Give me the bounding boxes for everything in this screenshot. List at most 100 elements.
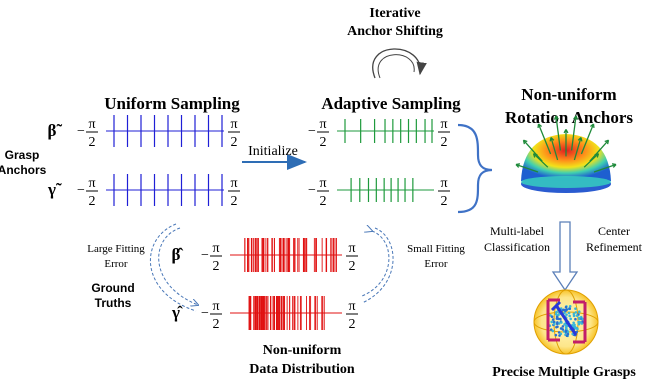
uniform-gamma-symbol: γ̃ bbox=[47, 180, 62, 199]
point-96 bbox=[567, 311, 571, 315]
point-116 bbox=[575, 314, 579, 317]
dome-arrow-11 bbox=[573, 137, 582, 161]
dome-arrowhead-3 bbox=[553, 115, 559, 120]
center-label-line1: Center bbox=[598, 224, 630, 238]
point-105 bbox=[568, 305, 572, 308]
point-51 bbox=[551, 318, 555, 321]
ground-truths-label-line1: Ground bbox=[91, 281, 134, 295]
uniform-sampling-title: Uniform Sampling bbox=[104, 94, 240, 113]
dome-arrowhead-8 bbox=[532, 153, 538, 158]
point-2 bbox=[568, 314, 571, 318]
point-117 bbox=[560, 321, 563, 324]
adaptive-gamma-left-pi: π bbox=[319, 176, 326, 191]
point-14 bbox=[577, 310, 581, 314]
ground-truths-label-line2: Truths bbox=[95, 296, 132, 310]
uniform-gamma-left-two: 2 bbox=[89, 194, 96, 209]
gt-beta-symbol: β̂ bbox=[172, 245, 184, 264]
point-103 bbox=[564, 305, 568, 309]
dome-arrow-5 bbox=[580, 123, 595, 155]
dome-arrowhead-9 bbox=[549, 137, 555, 142]
point-11 bbox=[577, 322, 581, 326]
point-66 bbox=[563, 311, 566, 315]
adaptive-beta-right-pi: π bbox=[440, 117, 447, 132]
dome-arrow-9 bbox=[550, 137, 559, 161]
dome-arrowhead-0 bbox=[515, 163, 521, 168]
point-68 bbox=[580, 322, 584, 325]
adaptive-beta-left-minus: − bbox=[308, 124, 316, 139]
dome-arrow-8 bbox=[533, 153, 549, 168]
dome-arrowhead-7 bbox=[611, 163, 617, 168]
rotation-anchors-title-line2: Rotation Anchors bbox=[505, 108, 633, 127]
adaptive-gamma-right-two: 2 bbox=[441, 194, 448, 209]
uniform-beta-right-two: 2 bbox=[231, 135, 238, 150]
point-50 bbox=[573, 323, 576, 327]
point-110 bbox=[561, 325, 565, 328]
initialize-label: Initialize bbox=[248, 144, 298, 159]
gt-gamma-right-pi: π bbox=[348, 299, 355, 314]
multilabel-label-line2: Classification bbox=[484, 240, 550, 254]
gt-beta-right-pi: π bbox=[348, 241, 355, 256]
dome-arrowhead-10 bbox=[563, 129, 569, 134]
iterative-loop-arrow bbox=[372, 48, 427, 79]
dome-arrowhead-5 bbox=[589, 123, 595, 129]
point-83 bbox=[574, 311, 578, 314]
dome-arrow-1 bbox=[523, 139, 543, 162]
large-fitting-error-line2: Error bbox=[104, 258, 128, 270]
point-114 bbox=[574, 307, 577, 310]
dome-arrowhead-12 bbox=[594, 153, 600, 158]
iterative-title-line1: Iterative bbox=[369, 6, 420, 21]
curly-bracket bbox=[457, 123, 493, 214]
point-97 bbox=[564, 329, 568, 333]
uniform-gamma-left-minus: − bbox=[77, 183, 85, 198]
point-23 bbox=[557, 331, 561, 334]
dome-arrowhead-2 bbox=[537, 123, 543, 129]
dome-arrow-7 bbox=[593, 163, 617, 173]
point-8 bbox=[569, 317, 573, 321]
point-35 bbox=[561, 328, 565, 331]
dome-arrow-0 bbox=[515, 163, 539, 173]
small-fitting-error-line1: Small Fitting bbox=[407, 243, 465, 255]
point-21 bbox=[559, 317, 562, 321]
gt-gamma-left-pi: π bbox=[212, 299, 219, 314]
point-30 bbox=[572, 314, 576, 318]
gt-beta-left-pi: π bbox=[212, 241, 219, 256]
down-hollow-arrow bbox=[551, 221, 579, 292]
point-90 bbox=[574, 317, 577, 321]
dome-arrow-6 bbox=[589, 139, 609, 162]
gt-gamma-left-two: 2 bbox=[213, 317, 220, 332]
point-46 bbox=[557, 313, 560, 317]
gt-gamma-symbol: γ̂ bbox=[171, 303, 183, 322]
dome-arrow-2 bbox=[537, 123, 552, 155]
rotation-anchors-title-line1: Non-uniform bbox=[521, 85, 616, 104]
precise-grasps-title: Precise Multiple Grasps bbox=[492, 365, 636, 380]
point-86 bbox=[566, 332, 570, 336]
point-84 bbox=[572, 321, 575, 325]
dome-arrow-3 bbox=[555, 115, 562, 151]
iterative-title-line2: Anchor Shifting bbox=[347, 24, 443, 39]
point-31 bbox=[564, 324, 568, 327]
adaptive-gamma-left-two: 2 bbox=[320, 194, 327, 209]
rotation-anchors-image bbox=[515, 115, 617, 193]
point-81 bbox=[551, 329, 555, 333]
large-fitting-error-line1: Large Fitting bbox=[87, 243, 145, 255]
uniform-beta-left-pi: π bbox=[88, 117, 95, 132]
adaptive-gamma-left-minus: − bbox=[308, 183, 316, 198]
adaptive-gamma-right-pi: π bbox=[440, 176, 447, 191]
small-fitting-error-arrow bbox=[361, 227, 394, 304]
point-32 bbox=[554, 333, 558, 337]
point-33 bbox=[554, 312, 558, 316]
point-108 bbox=[565, 327, 568, 330]
data-distribution-title-line1: Non-uniform bbox=[263, 343, 342, 358]
point-93 bbox=[565, 308, 569, 311]
dome-arrow-4 bbox=[570, 115, 577, 151]
dome-arrow-12 bbox=[583, 153, 599, 168]
multilabel-label-line1: Multi-label bbox=[490, 224, 545, 238]
uniform-beta-right-pi: π bbox=[230, 117, 237, 132]
grasp-anchors-label-line1: Grasp bbox=[5, 148, 40, 162]
point-102 bbox=[555, 317, 559, 320]
point-106 bbox=[552, 322, 556, 326]
point-100 bbox=[565, 313, 568, 316]
uniform-gamma-right-two: 2 bbox=[231, 194, 238, 209]
point-89 bbox=[550, 315, 554, 318]
data-distribution-title-line2: Data Distribution bbox=[249, 362, 355, 377]
